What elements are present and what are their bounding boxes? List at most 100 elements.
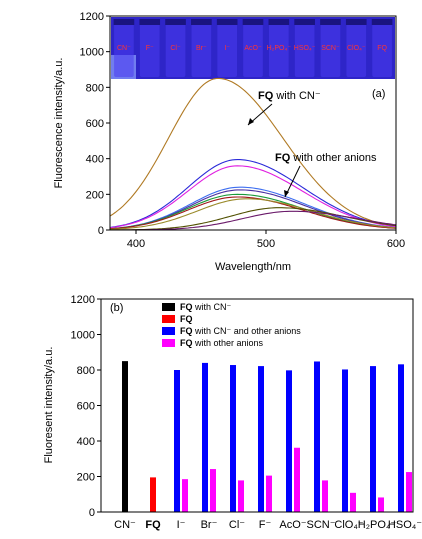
annotation-cn: FQ with CN⁻ xyxy=(247,90,321,126)
svg-text:FQ with other anions: FQ with other anions xyxy=(275,152,377,164)
bar xyxy=(294,447,300,512)
bar xyxy=(314,361,320,512)
vial xyxy=(346,19,367,77)
vial xyxy=(217,19,237,77)
x-tick-label-a: 400 xyxy=(127,238,145,250)
emission-curve xyxy=(110,165,396,229)
emission-curve xyxy=(110,207,396,230)
y-tick-label-b: 400 xyxy=(77,436,95,448)
y-tick-label-b: 1000 xyxy=(71,330,95,342)
bar xyxy=(322,480,328,512)
bar xyxy=(230,365,236,512)
vial-label: FQ xyxy=(377,45,387,52)
emission-curve xyxy=(110,186,396,230)
x-tick-label-b: SCN⁻ xyxy=(306,519,335,531)
legend-swatch xyxy=(162,315,175,323)
vial-cap xyxy=(242,19,264,25)
vial-label: F⁻ xyxy=(146,45,154,52)
bar xyxy=(398,364,404,512)
emission-curve xyxy=(110,196,396,230)
x-tick-label-a: 600 xyxy=(387,238,405,250)
vial-cap xyxy=(345,19,367,25)
bar xyxy=(182,479,188,512)
x-axis-label-a: Wavelength/nm xyxy=(215,261,291,273)
y-tick-label-a: 600 xyxy=(86,118,104,130)
bars xyxy=(122,361,412,512)
vial xyxy=(191,19,212,77)
vial-label: SCN⁻ xyxy=(321,45,340,52)
x-tick-label-b: AcO⁻ xyxy=(279,519,306,531)
annotation-cn-arrowhead xyxy=(248,118,254,125)
vial-cap xyxy=(165,19,186,25)
x-tick-label-b: HSO₄⁻ xyxy=(388,519,422,531)
vial-cap xyxy=(113,19,135,25)
x-tick-label-b: F⁻ xyxy=(259,519,272,531)
x-tick-label-a: 500 xyxy=(257,238,275,250)
bar xyxy=(174,370,180,512)
vial xyxy=(243,19,263,77)
x-tick-label-b: H₂PO₄⁻ xyxy=(358,519,397,531)
vial xyxy=(294,19,315,77)
vial-label: ClO₄⁻ xyxy=(347,45,366,52)
annotation-other-rest: with other anions xyxy=(290,152,377,164)
y-tick-label-a: 1000 xyxy=(80,47,104,59)
bar xyxy=(258,366,264,512)
panel-b-bar-chart: 0 200 400 600 800 1000 1200 CN⁻ FQ I⁻ Br⁻ Cl⁻ F⁻ AcO⁻… xyxy=(43,294,422,531)
legend-label: FQ with CN⁻ and other anions xyxy=(180,326,301,336)
legend-swatch xyxy=(162,339,175,347)
x-tick-label-b: Cl⁻ xyxy=(229,519,245,531)
legend-label: FQ xyxy=(180,314,193,324)
y-tick-label-b: 200 xyxy=(77,472,95,484)
annotation-other: FQ with other anions xyxy=(275,152,377,198)
legend-label-bold: FQ xyxy=(180,326,193,336)
x-tick-label-b: ClO₄⁻ xyxy=(334,519,363,531)
axis-ticks-b: 0 200 400 600 800 1000 1200 CN⁻ FQ I⁻ Br⁻ Cl⁻ F⁻ AcO⁻… xyxy=(71,294,422,531)
axis-ticks-a: 0 200 400 600 800 1000 1200 400 500 600 xyxy=(80,11,406,250)
bar xyxy=(370,366,376,512)
emission-curve xyxy=(110,193,396,230)
y-tick-label-a: 800 xyxy=(86,82,104,94)
x-tick-label-b: I⁻ xyxy=(177,519,186,531)
vial xyxy=(139,19,160,77)
vial-cap xyxy=(139,19,161,25)
vial-label: H₂PO₄⁻ xyxy=(267,45,292,52)
bar xyxy=(286,370,292,512)
legend-label-rest: with CN⁻ xyxy=(193,302,232,312)
y-tick-label-a: 400 xyxy=(86,154,104,166)
x-tick-label-b: FQ xyxy=(145,519,161,531)
y-tick-label-b: 0 xyxy=(89,507,95,519)
vial xyxy=(269,19,289,77)
legend-label-rest: with other anions xyxy=(193,338,264,348)
vial-cap xyxy=(320,19,341,25)
vial xyxy=(372,19,392,77)
legend-swatch xyxy=(162,303,175,311)
vial xyxy=(320,19,341,77)
bar xyxy=(238,480,244,512)
legend-label-rest: with CN⁻ and other anions xyxy=(193,326,302,336)
y-tick-label-a: 1200 xyxy=(80,11,104,23)
annotation-cn-bold: FQ xyxy=(258,90,274,102)
panel-label-b: (b) xyxy=(110,302,123,314)
emission-curve xyxy=(110,159,396,229)
legend-swatch xyxy=(162,327,175,335)
vial-label: HSO₄⁻ xyxy=(294,45,316,52)
vial xyxy=(165,19,186,77)
bar xyxy=(378,497,384,512)
bar xyxy=(210,469,216,512)
bar xyxy=(342,369,348,512)
bar xyxy=(266,475,272,512)
legend-label-bold: FQ xyxy=(180,302,193,312)
vial-cap xyxy=(216,19,238,25)
y-tick-label-a: 0 xyxy=(98,225,104,237)
emission-curve xyxy=(110,198,396,230)
bar xyxy=(202,362,208,512)
vial-label: Br⁻ xyxy=(196,45,207,52)
vial-label: AcO⁻ xyxy=(244,45,262,52)
legend-label: FQ with CN⁻ xyxy=(180,302,232,312)
bar xyxy=(406,472,412,512)
x-tick-label-b: CN⁻ xyxy=(114,519,136,531)
x-tick-label-b: Br⁻ xyxy=(201,519,218,531)
annotation-other-bold: FQ xyxy=(275,152,291,164)
